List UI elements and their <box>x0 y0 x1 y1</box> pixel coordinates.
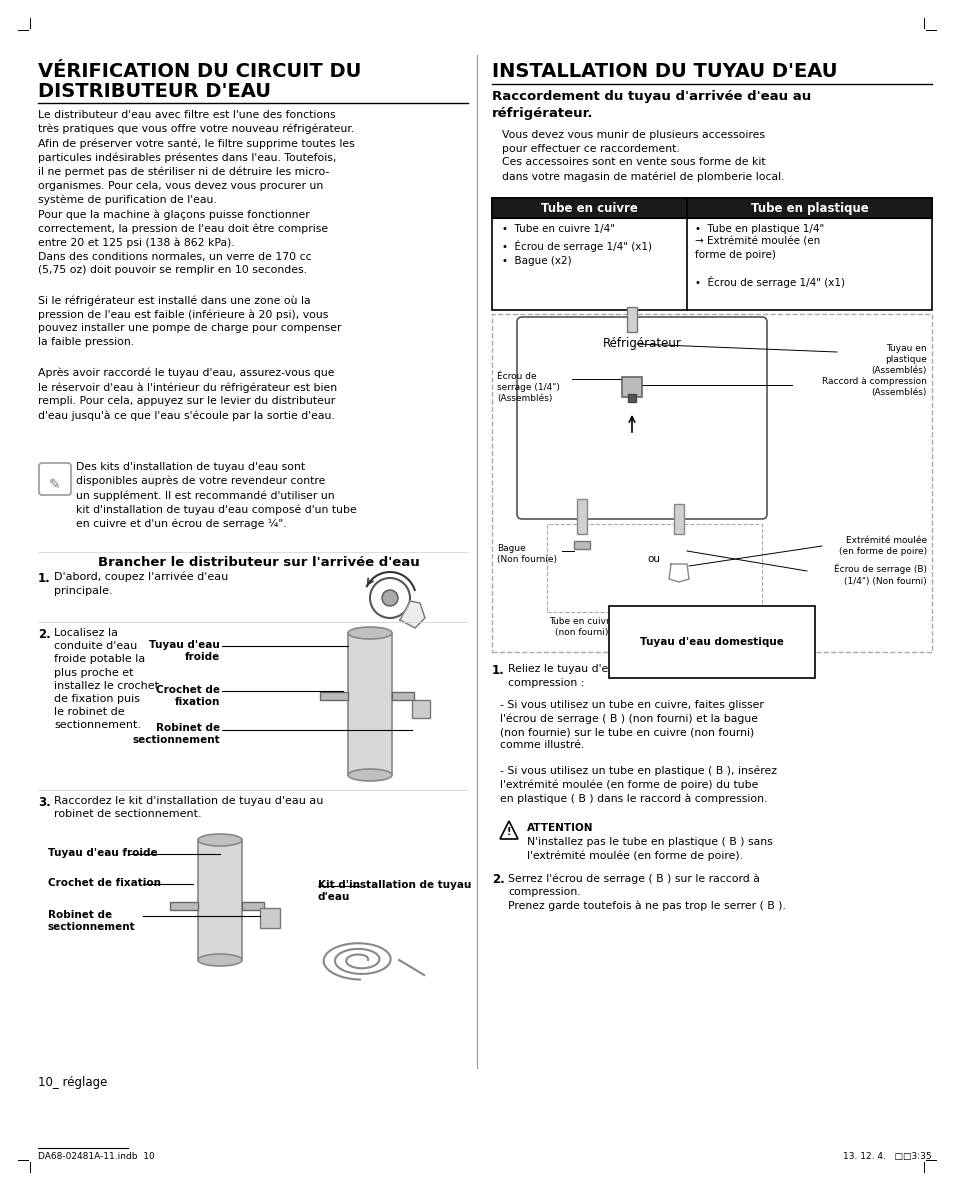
Bar <box>492 198 931 218</box>
Polygon shape <box>668 564 688 582</box>
Text: ✎: ✎ <box>50 478 61 491</box>
Bar <box>198 840 242 960</box>
Text: INSTALLATION DU TUYAU D'EAU: INSTALLATION DU TUYAU D'EAU <box>492 62 837 81</box>
Bar <box>319 693 348 700</box>
Text: Des kits d'installation de tuyau d'eau sont
disponibles auprès de votre revendeu: Des kits d'installation de tuyau d'eau s… <box>76 462 356 530</box>
Text: DISTRIBUTEUR D'EAU: DISTRIBUTEUR D'EAU <box>38 82 271 101</box>
Text: •  Écrou de serrage 1/4" (x1): • Écrou de serrage 1/4" (x1) <box>695 276 844 288</box>
Text: Si le réfrigérateur est installé dans une zone où la
pression de l'eau est faibl: Si le réfrigérateur est installé dans un… <box>38 295 341 347</box>
Text: •  Bague (x2): • Bague (x2) <box>501 256 571 267</box>
Bar <box>626 307 637 332</box>
Ellipse shape <box>198 834 242 846</box>
Bar <box>492 198 931 311</box>
Text: Écrou de serrage (B)
(1/4") (Non fourni): Écrou de serrage (B) (1/4") (Non fourni) <box>833 564 926 585</box>
Text: Tube en cuivre: Tube en cuivre <box>540 202 638 215</box>
Text: - Si vous utilisez un tube en plastique ( B ), insérez
l'extrémité moulée (en fo: - Si vous utilisez un tube en plastique … <box>499 766 776 804</box>
Bar <box>627 394 636 402</box>
Bar <box>673 505 683 534</box>
Text: Le distributeur d'eau avec filtre est l'une des fonctions
très pratiques que vou: Le distributeur d'eau avec filtre est l'… <box>38 109 355 275</box>
Text: Bague
(Non fournie): Bague (Non fournie) <box>497 544 557 564</box>
Bar <box>170 902 198 910</box>
Text: 1.: 1. <box>38 572 51 585</box>
Text: 2.: 2. <box>38 628 51 641</box>
Text: Tuyau d'eau froide: Tuyau d'eau froide <box>48 848 157 858</box>
Text: 3.: 3. <box>38 796 51 809</box>
Text: Localisez la
conduite d'eau
froide potable la
plus proche et
installez le croche: Localisez la conduite d'eau froide potab… <box>54 628 159 731</box>
Text: Tuyau d'eau
froide: Tuyau d'eau froide <box>149 640 220 663</box>
Bar <box>577 499 586 534</box>
Text: ou: ou <box>647 555 659 564</box>
Text: Robinet de
sectionnement: Robinet de sectionnement <box>132 724 220 745</box>
Text: Raccord à compression
(Assemblés): Raccord à compression (Assemblés) <box>821 377 926 397</box>
Text: Vous devez vous munir de plusieurs accessoires
pour effectuer ce raccordement.
C: Vous devez vous munir de plusieurs acces… <box>501 130 783 182</box>
Ellipse shape <box>348 769 392 781</box>
Text: N'installez pas le tube en plastique ( B ) sans
l'extrémité moulée (en forme de : N'installez pas le tube en plastique ( B… <box>526 837 772 860</box>
Text: DA68-02481A-11.indb  10: DA68-02481A-11.indb 10 <box>38 1152 154 1161</box>
Bar <box>546 524 761 612</box>
Text: Crochet de fixation: Crochet de fixation <box>48 878 161 888</box>
Bar <box>412 700 430 718</box>
Ellipse shape <box>198 954 242 966</box>
Bar <box>621 377 641 397</box>
Text: - Si vous utilisez un tube en cuivre, faites glisser
l'écrou de serrage ( B ) (n: - Si vous utilisez un tube en cuivre, fa… <box>499 700 763 751</box>
Text: VÉRIFICATION DU CIRCUIT DU: VÉRIFICATION DU CIRCUIT DU <box>38 62 361 81</box>
Text: ATTENTION: ATTENTION <box>526 823 593 833</box>
Bar <box>392 693 414 700</box>
Text: Écrou de
serrage (1/4")
(Assemblés): Écrou de serrage (1/4") (Assemblés) <box>497 372 559 403</box>
Text: Tuyau d'eau domestique: Tuyau d'eau domestique <box>639 637 783 647</box>
Text: Tube en plastique (B)
(non fourni): Tube en plastique (B) (non fourni) <box>636 616 731 637</box>
Bar <box>574 541 589 549</box>
FancyBboxPatch shape <box>517 317 766 519</box>
Text: 1.: 1. <box>492 664 504 677</box>
Ellipse shape <box>348 627 392 639</box>
Text: Robinet de
sectionnement: Robinet de sectionnement <box>48 910 135 933</box>
Text: 13. 12. 4.   □□3:35: 13. 12. 4. □□3:35 <box>842 1152 931 1161</box>
Text: 2.: 2. <box>492 873 504 887</box>
Bar <box>260 908 280 928</box>
Text: Reliez le tuyau d'eau domestique au raccord à
compression :: Reliez le tuyau d'eau domestique au racc… <box>507 664 760 688</box>
Text: !: ! <box>506 827 511 837</box>
FancyBboxPatch shape <box>39 463 71 495</box>
Text: Kit d'installation de tuyau
d'eau: Kit d'installation de tuyau d'eau <box>317 879 471 902</box>
Text: Après avoir raccordé le tuyau d'eau, assurez-vous que
le réservoir d'eau à l'int: Après avoir raccordé le tuyau d'eau, ass… <box>38 368 336 421</box>
Polygon shape <box>399 601 424 628</box>
Text: Raccordement du tuyau d'arrivée d'eau au
réfrigérateur.: Raccordement du tuyau d'arrivée d'eau au… <box>492 90 810 120</box>
Text: Raccordez le kit d'installation de tuyau d'eau au
robinet de sectionnement.: Raccordez le kit d'installation de tuyau… <box>54 796 323 819</box>
Text: •  Écrou de serrage 1/4" (x1): • Écrou de serrage 1/4" (x1) <box>501 240 651 252</box>
Text: 10_ réglage: 10_ réglage <box>38 1076 108 1089</box>
Text: Serrez l'écrou de serrage ( B ) sur le raccord à
compression.
Prenez garde toute: Serrez l'écrou de serrage ( B ) sur le r… <box>507 873 785 910</box>
Text: Tube en cuivre
(non fourni): Tube en cuivre (non fourni) <box>548 616 615 637</box>
Bar <box>492 314 931 652</box>
Text: •  Tube en plastique 1/4"
→ Extrémité moulée (en
forme de poire): • Tube en plastique 1/4" → Extrémité mou… <box>695 224 823 259</box>
Text: D'abord, coupez l'arrivée d'eau
principale.: D'abord, coupez l'arrivée d'eau principa… <box>54 572 228 596</box>
Text: Extrémité moulée
(en forme de poire): Extrémité moulée (en forme de poire) <box>838 536 926 556</box>
Text: •  Tube en cuivre 1/4": • Tube en cuivre 1/4" <box>501 224 615 234</box>
Bar <box>348 633 392 775</box>
Text: Brancher le distributeur sur l'arrivée d'eau: Brancher le distributeur sur l'arrivée d… <box>98 556 419 569</box>
Bar <box>242 902 264 910</box>
Text: Tube en plastique: Tube en plastique <box>750 202 867 215</box>
Circle shape <box>381 590 397 606</box>
Text: Crochet de
fixation: Crochet de fixation <box>156 685 220 707</box>
Text: Réfrigérateur: Réfrigérateur <box>602 337 680 350</box>
Text: Tuyau en
plastique
(Assemblés): Tuyau en plastique (Assemblés) <box>871 344 926 375</box>
